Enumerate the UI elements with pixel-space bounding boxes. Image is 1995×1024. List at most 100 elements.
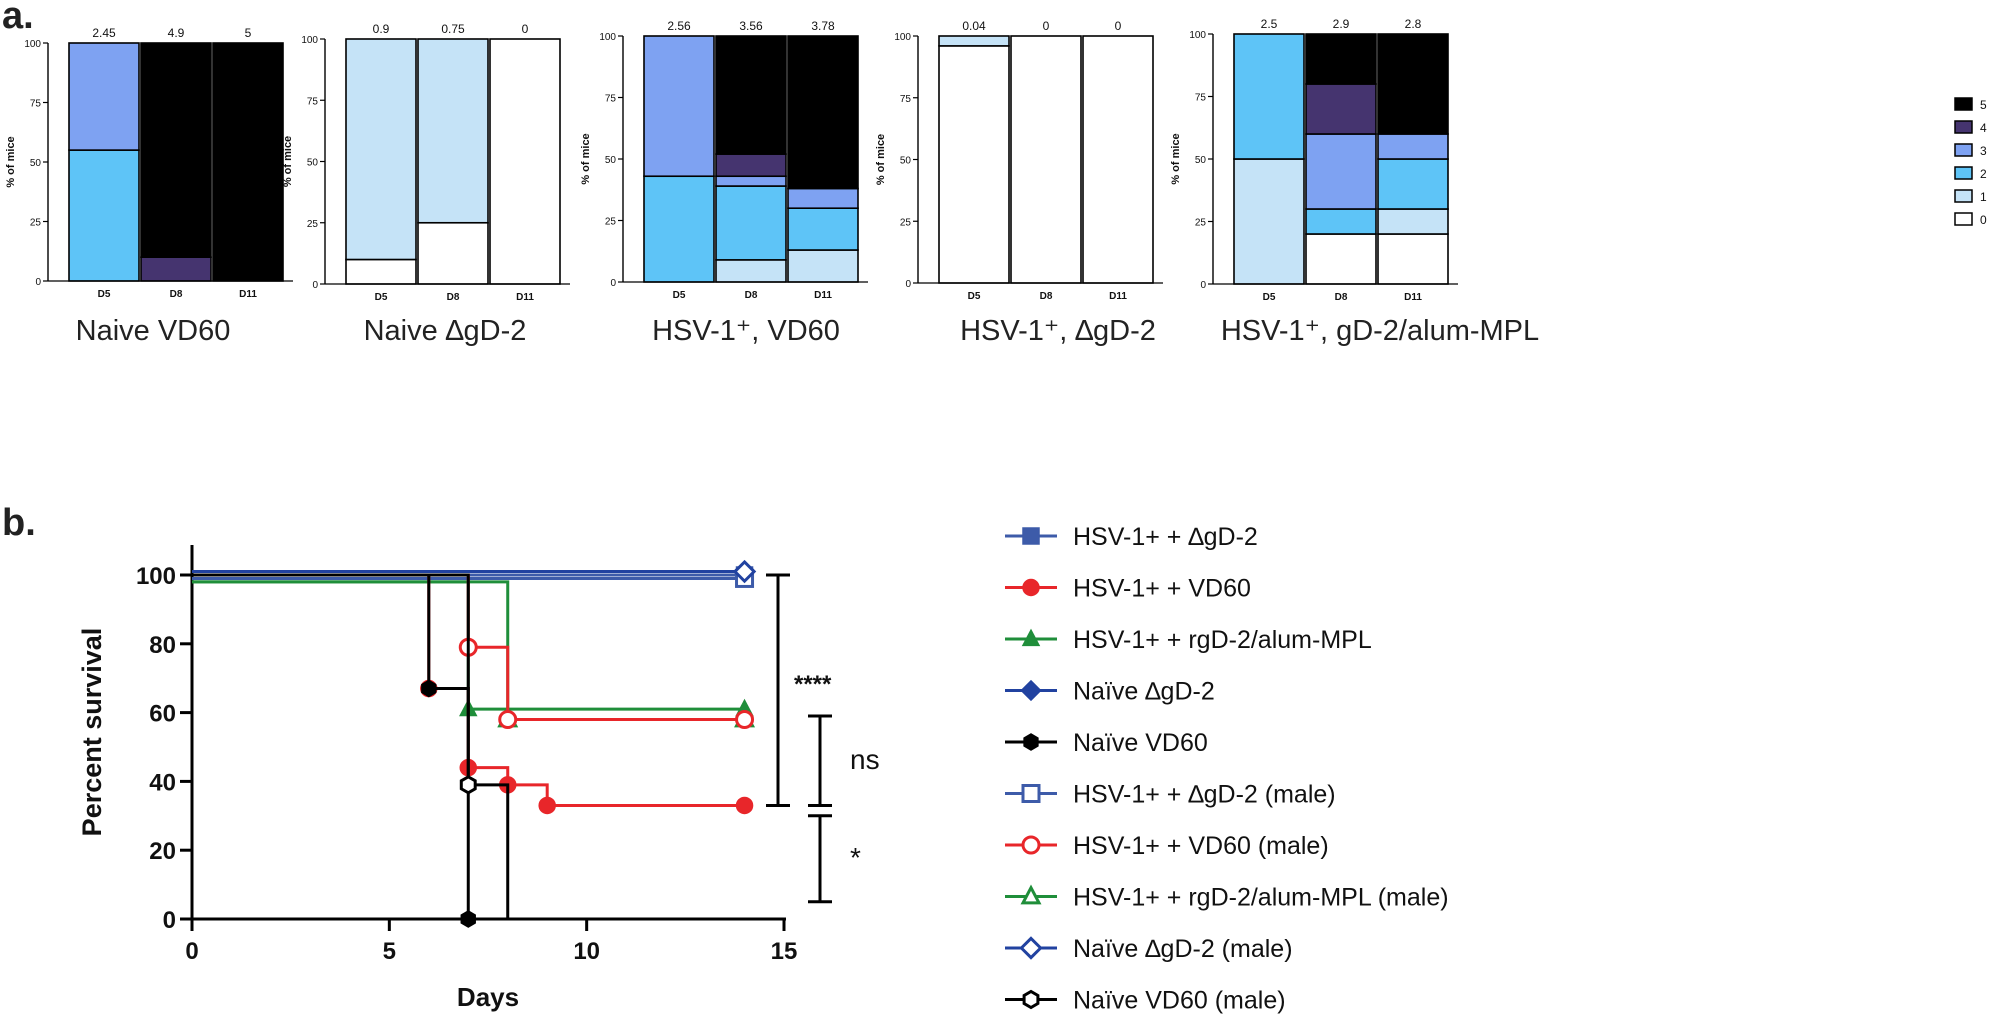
mean-score-label: 2.9 xyxy=(1333,17,1350,31)
y-axis-label: Percent survival xyxy=(77,628,107,837)
y-tick-label: 100 xyxy=(136,563,176,590)
bar-segment-D8-score-0 xyxy=(1305,233,1377,285)
x-tick-label: 0 xyxy=(185,938,198,965)
y-axis-label: % of mice xyxy=(1170,133,1182,184)
hexagon-marker xyxy=(1023,733,1039,751)
x-tick-label: D8 xyxy=(1335,292,1348,303)
x-tick-label: 10 xyxy=(573,938,600,965)
bar-segment-D5-score-1 xyxy=(938,35,1010,47)
bar-panel-2: 0 25 50 75 100 % of mice D5 0.9 D8 0.75 D11 0 Naive … xyxy=(282,22,570,347)
significance-bracket-2: ns xyxy=(808,714,880,807)
bar-segment-D8-score-4 xyxy=(140,256,212,282)
bar-segment-D11-score-1 xyxy=(787,249,859,283)
mean-score-label: 0 xyxy=(1115,19,1122,33)
y-tick-label: 75 xyxy=(1195,93,1207,104)
x-tick-label: D5 xyxy=(375,292,388,303)
legend-item-6: HSV-1+ + ∆gD-2 (male) xyxy=(1005,781,1336,809)
y-tick-label: 80 xyxy=(149,632,176,659)
y-tick-label: 100 xyxy=(599,32,616,43)
x-axis-label: Days xyxy=(457,982,519,1012)
bar-segment-D5-score-3 xyxy=(68,42,140,151)
mean-score-label: 2.56 xyxy=(667,19,691,33)
mean-score-label: 2.8 xyxy=(1405,17,1422,31)
legend-item-8: HSV-1+ + rgD-2/alum-MPL (male) xyxy=(1005,884,1449,912)
significance-bracket-1: **** xyxy=(766,573,832,807)
bar-segment-D8-score-2 xyxy=(1305,208,1377,235)
survival-legend: HSV-1+ + ∆gD-2 HSV-1+ + VD60 HSV-1+ + rgD-… xyxy=(1005,523,1449,1015)
x-tick-label: D8 xyxy=(745,290,758,301)
legend-swatch-score-1 xyxy=(1954,189,1973,203)
y-tick-label: 50 xyxy=(30,158,42,169)
panel-b-label: b. xyxy=(2,502,36,544)
mean-score-label: 0.04 xyxy=(962,19,986,33)
bar-segment-D11-score-2 xyxy=(1377,158,1449,210)
survival-series-5 xyxy=(192,573,476,928)
y-axis-label: % of mice xyxy=(580,133,592,184)
x-tick-label: D8 xyxy=(447,292,460,303)
x-tick-label: D8 xyxy=(1040,291,1053,302)
bar-segment-D8-score-5 xyxy=(1305,33,1377,85)
bar-segment-D8-score-2 xyxy=(715,185,787,261)
y-tick-label: 25 xyxy=(900,217,912,228)
panel-subtitle: HSV-1⁺, gD-2/alum-MPL xyxy=(1221,315,1539,347)
legend-label: Naïve VD60 xyxy=(1073,729,1208,757)
y-tick-label: 100 xyxy=(894,32,911,43)
y-tick-label: 25 xyxy=(307,219,319,230)
bar-segment-D8-score-0 xyxy=(1010,35,1082,284)
survival-step-line xyxy=(192,573,470,919)
x-tick-label: 15 xyxy=(771,938,798,965)
x-tick-label: D11 xyxy=(516,292,534,303)
mean-score-label: 0.75 xyxy=(441,22,465,36)
legend-label: 0 xyxy=(1980,213,1987,227)
bar-panel-5: 0 25 50 75 100 % of mice D5 2.5 D8 2.9 D11 2.8 HSV-1… xyxy=(1170,17,1539,347)
x-tick-label: D11 xyxy=(1404,292,1422,303)
bar-segment-D8-score-1 xyxy=(715,259,787,283)
severity-legend: 5 4 3 2 1 0 xyxy=(1954,97,1987,227)
triangle-marker xyxy=(1021,628,1041,647)
legend-label: 3 xyxy=(1980,144,1987,158)
mean-score-label: 2.45 xyxy=(92,26,116,40)
y-axis-label: % of mice xyxy=(5,136,17,187)
x-tick-label: D11 xyxy=(239,289,257,300)
x-tick-label: D11 xyxy=(814,290,832,301)
bar-segment-D8-score-5 xyxy=(140,42,212,258)
legend-item-4: Naïve ∆gD-2 xyxy=(1005,678,1215,706)
legend-item-1: HSV-1+ + ∆gD-2 xyxy=(1005,523,1258,551)
y-axis-label: % of mice xyxy=(875,134,887,185)
mean-score-label: 0 xyxy=(1043,19,1050,33)
panel-subtitle: Naive VD60 xyxy=(76,315,231,347)
legend-label: HSV-1+ + VD60 (male) xyxy=(1073,832,1329,860)
y-tick-label: 0 xyxy=(35,277,41,288)
bar-segment-D8-score-1 xyxy=(417,38,489,224)
legend-swatch-score-3 xyxy=(1954,143,1973,157)
y-tick-label: 25 xyxy=(1195,218,1207,229)
y-tick-label: 20 xyxy=(149,838,176,865)
hexagon-marker xyxy=(1022,989,1040,1010)
legend-swatch-score-2 xyxy=(1954,166,1973,180)
bar-segment-D5-score-3 xyxy=(643,35,715,178)
mean-score-label: 3.56 xyxy=(739,19,763,33)
x-tick-label: D5 xyxy=(98,289,111,300)
significance-bracket-3: * xyxy=(808,814,861,904)
bar-segment-D11-score-5 xyxy=(787,35,859,190)
mean-score-label: 2.5 xyxy=(1261,17,1278,31)
significance-label: ns xyxy=(850,744,880,775)
y-tick-label: 0 xyxy=(905,279,911,290)
bar-segment-D8-score-4 xyxy=(1305,83,1377,135)
diamond-marker xyxy=(732,559,757,584)
survival-step-line xyxy=(192,573,510,919)
legend-label: HSV-1+ + ∆gD-2 xyxy=(1073,523,1258,551)
legend-item-9: Naïve ∆gD-2 (male) xyxy=(1005,935,1293,963)
legend-label: 1 xyxy=(1980,190,1987,204)
panel-a-label: a. xyxy=(2,0,34,37)
legend-label: 5 xyxy=(1980,98,1987,112)
legend-item-5: Naïve VD60 xyxy=(1005,729,1208,757)
diamond-marker xyxy=(1020,679,1042,702)
y-tick-label: 100 xyxy=(301,35,318,46)
y-tick-label: 75 xyxy=(30,99,42,110)
bar-segment-D5-score-2 xyxy=(1233,33,1305,160)
y-tick-label: 75 xyxy=(900,94,912,105)
legend-label: 4 xyxy=(1980,121,1987,135)
